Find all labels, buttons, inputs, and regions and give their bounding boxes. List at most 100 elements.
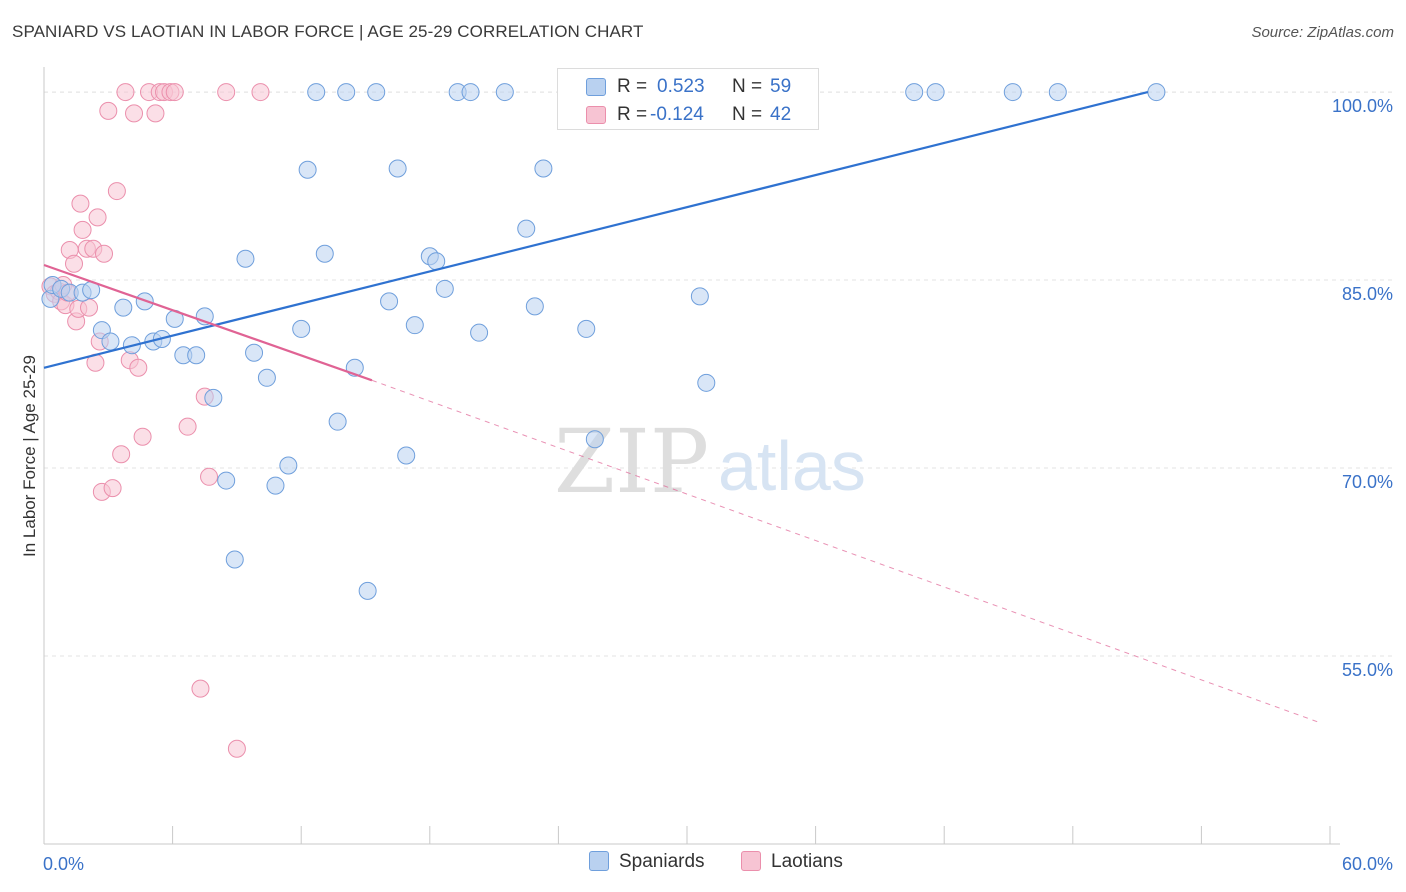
bottom-legend-spaniards: Spaniards bbox=[589, 851, 705, 877]
legend-row-spaniards: R = 0.523 N = 59 bbox=[558, 73, 818, 101]
spaniard-point bbox=[380, 292, 399, 311]
laotian-point bbox=[116, 83, 135, 102]
laotian-point bbox=[129, 358, 148, 377]
y-tick-label-55: 55.0% bbox=[1342, 660, 1393, 680]
spaniard-point bbox=[236, 249, 255, 268]
spaniard-point bbox=[435, 279, 454, 298]
x-tick-label-min: 0.0% bbox=[43, 854, 84, 874]
spaniard-point bbox=[697, 373, 716, 392]
axes bbox=[43, 67, 1340, 845]
bottom-legend-swatch-laotians bbox=[741, 851, 761, 871]
spaniard-point bbox=[367, 83, 386, 102]
y-tick-labels: 55.0% 70.0% 85.0% 100.0% bbox=[1332, 96, 1393, 680]
laotian-point bbox=[133, 427, 152, 446]
laotian-point bbox=[125, 104, 144, 123]
x-tick-label-max: 60.0% bbox=[1342, 854, 1393, 874]
legend-n-value-spaniards: 59 bbox=[770, 76, 792, 97]
laotians-points bbox=[41, 83, 270, 758]
legend-swatch-spaniards bbox=[586, 78, 606, 96]
legend-r-label: R = bbox=[617, 76, 648, 97]
spaniard-point bbox=[585, 430, 604, 449]
spaniard-point bbox=[461, 83, 480, 102]
spaniard-point bbox=[245, 343, 264, 362]
gridlines bbox=[44, 91, 1395, 657]
spaniard-point bbox=[257, 368, 276, 387]
laotian-point bbox=[227, 739, 246, 758]
laotian-point bbox=[80, 298, 99, 317]
spaniard-point bbox=[397, 446, 416, 465]
legend-n-label: N = bbox=[732, 76, 763, 97]
watermark: ZIP atlas bbox=[554, 410, 866, 513]
spaniard-point bbox=[204, 388, 223, 407]
laotian-point bbox=[112, 445, 131, 464]
laotian-point bbox=[103, 479, 122, 498]
spaniard-point bbox=[307, 83, 326, 102]
spaniard-point bbox=[298, 160, 317, 179]
spaniard-point bbox=[405, 316, 424, 335]
spaniard-point bbox=[315, 244, 334, 263]
bottom-legend-swatch-spaniards bbox=[589, 851, 609, 871]
laotian-point bbox=[200, 467, 219, 486]
bottom-legend-label-spaniards: Spaniards bbox=[619, 851, 705, 872]
laotian-point bbox=[107, 182, 126, 201]
laotian-point bbox=[191, 679, 210, 698]
bottom-legend-laotians: Laotians bbox=[741, 851, 843, 877]
x-tick-labels: 0.0% 60.0% bbox=[43, 854, 1393, 874]
spaniard-point bbox=[217, 471, 236, 490]
laotian-point bbox=[146, 104, 165, 123]
spaniard-point bbox=[690, 287, 709, 306]
spaniard-point bbox=[337, 83, 356, 102]
y-tick-label-100: 100.0% bbox=[1332, 96, 1393, 116]
spaniard-point bbox=[225, 550, 244, 569]
laotian-point bbox=[71, 194, 90, 213]
y-tick-label-85: 85.0% bbox=[1342, 284, 1393, 304]
spaniard-point bbox=[266, 476, 285, 495]
legend-swatch-laotians bbox=[586, 106, 606, 124]
legend-n-label: N = bbox=[732, 104, 763, 125]
spaniard-point bbox=[470, 323, 489, 342]
spaniard-point bbox=[525, 297, 544, 316]
spaniard-point bbox=[517, 219, 536, 238]
legend-r-value-laotians: -0.124 bbox=[650, 104, 704, 125]
spaniard-point bbox=[1003, 83, 1022, 102]
laotian-point bbox=[73, 220, 92, 239]
laotian-point bbox=[217, 83, 236, 102]
spaniard-point bbox=[101, 332, 120, 351]
laotian-point bbox=[178, 417, 197, 436]
spaniard-point bbox=[495, 83, 514, 102]
laotian-point bbox=[165, 83, 184, 102]
spaniard-point bbox=[905, 83, 924, 102]
spaniards-points bbox=[41, 83, 1166, 600]
spaniard-point bbox=[534, 159, 553, 178]
spaniards-trend-line bbox=[43, 90, 1149, 369]
spaniard-point bbox=[926, 83, 945, 102]
spaniard-point bbox=[388, 159, 407, 178]
laotians-trend-extension bbox=[371, 379, 1320, 723]
legend-r-value-spaniards: 0.523 bbox=[657, 76, 705, 97]
watermark-zip: ZIP bbox=[554, 410, 709, 513]
legend-row-laotians: R = -0.124 N = 42 bbox=[558, 101, 818, 129]
source-credit: Source: ZipAtlas.com bbox=[1251, 24, 1394, 41]
spaniard-point bbox=[358, 581, 377, 600]
bottom-legend-label-laotians: Laotians bbox=[771, 851, 843, 872]
spaniard-point bbox=[114, 298, 133, 317]
spaniard-point bbox=[292, 319, 311, 338]
spaniard-point bbox=[1147, 83, 1166, 102]
laotian-point bbox=[251, 83, 270, 102]
correlation-legend: R = 0.523 N = 59 R = -0.124 N = 42 bbox=[557, 68, 819, 130]
trend-lines bbox=[43, 90, 1320, 723]
spaniard-point bbox=[279, 456, 298, 475]
spaniard-point bbox=[187, 346, 206, 365]
legend-r-label: R = bbox=[617, 104, 648, 125]
spaniard-point bbox=[1048, 83, 1067, 102]
laotians-trend-line bbox=[43, 263, 373, 382]
y-axis-label: In Labor Force | Age 25-29 bbox=[20, 355, 39, 557]
spaniard-point bbox=[577, 319, 596, 338]
laotian-point bbox=[95, 244, 114, 263]
legend-n-value-laotians: 42 bbox=[770, 104, 792, 125]
laotian-point bbox=[88, 208, 107, 227]
watermark-atlas: atlas bbox=[718, 427, 866, 505]
y-tick-label-70: 70.0% bbox=[1342, 472, 1393, 492]
laotian-point bbox=[99, 101, 118, 120]
